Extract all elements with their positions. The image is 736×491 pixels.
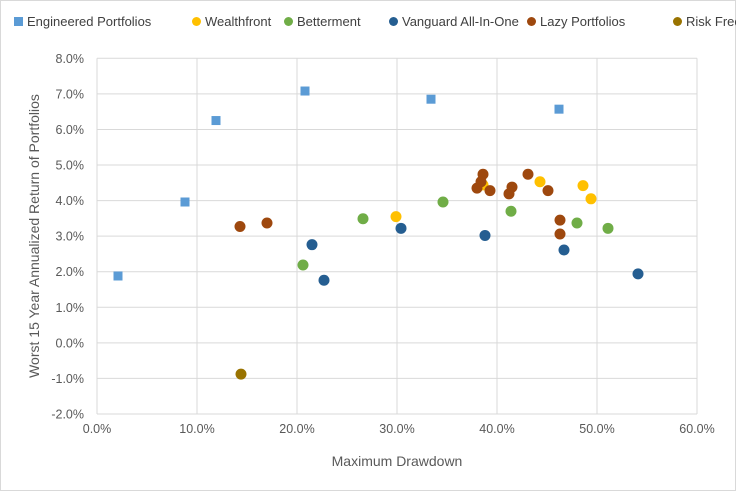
- data-point: [235, 368, 247, 380]
- data-point: [479, 229, 491, 241]
- data-point: [585, 193, 597, 205]
- x-tick-label: 60.0%: [679, 422, 714, 436]
- data-point: [554, 104, 564, 114]
- x-tick-label: 30.0%: [379, 422, 414, 436]
- data-point: [318, 274, 330, 286]
- legend-circle-marker: [673, 17, 682, 26]
- data-point: [211, 116, 221, 126]
- legend-item: Betterment: [284, 14, 361, 29]
- data-point: [577, 180, 589, 192]
- legend-label: Wealthfront: [205, 14, 272, 29]
- y-tick-label: -2.0%: [51, 408, 84, 422]
- legend-item: Wealthfront: [192, 14, 272, 29]
- y-tick-label: 1.0%: [56, 301, 85, 315]
- data-point: [558, 244, 570, 256]
- x-tick-label: 20.0%: [279, 422, 314, 436]
- data-point: [522, 168, 534, 180]
- legend-circle-marker: [192, 17, 201, 26]
- series-lazy-portfolios: [234, 168, 566, 240]
- data-point: [554, 214, 566, 226]
- data-point: [554, 228, 566, 240]
- series-risk-free: [235, 368, 247, 380]
- data-point: [357, 213, 369, 225]
- y-axis-label: Worst 15 Year Annualized Return of Portf…: [26, 94, 42, 378]
- legend-circle-marker: [527, 17, 536, 26]
- legend-circle-marker: [284, 17, 293, 26]
- data-point: [503, 188, 515, 200]
- x-axis-label: Maximum Drawdown: [332, 453, 463, 469]
- y-tick-label: 2.0%: [56, 265, 85, 279]
- legend-item: Engineered Portfolios: [14, 14, 152, 29]
- y-tick-label: 5.0%: [56, 159, 85, 173]
- data-point: [426, 94, 436, 104]
- y-tick-label: 3.0%: [56, 230, 85, 244]
- legend-label: Engineered Portfolios: [27, 14, 152, 29]
- x-tick-label: 50.0%: [579, 422, 614, 436]
- legend-item: Risk Free: [673, 14, 736, 29]
- y-tick-label: 8.0%: [56, 52, 85, 66]
- legend-item: Lazy Portfolios: [527, 14, 626, 29]
- legend-label: Lazy Portfolios: [540, 14, 626, 29]
- data-point: [571, 217, 583, 229]
- x-tick-label: 10.0%: [179, 422, 214, 436]
- data-point: [632, 268, 644, 280]
- data-point: [390, 211, 402, 223]
- data-point: [505, 205, 517, 217]
- series-wealthfront: [390, 176, 597, 223]
- y-tick-label: 0.0%: [56, 336, 85, 350]
- data-point: [395, 222, 407, 234]
- series-vanguard-all-in-one: [306, 222, 644, 286]
- data-point: [180, 197, 190, 207]
- data-point: [300, 86, 310, 96]
- y-tick-label: -1.0%: [51, 372, 84, 386]
- series-engineered-portfolios: [113, 86, 564, 281]
- data-point: [542, 185, 554, 197]
- x-tick-label: 40.0%: [479, 422, 514, 436]
- y-tick-label: 4.0%: [56, 194, 85, 208]
- data-point: [261, 217, 273, 229]
- data-point: [437, 196, 449, 208]
- legend-label: Risk Free: [686, 14, 736, 29]
- legend-item: Vanguard All-In-One: [389, 14, 519, 29]
- data-point: [484, 185, 496, 197]
- legend-square-marker: [14, 17, 23, 26]
- legend-circle-marker: [389, 17, 398, 26]
- legend: Engineered Portfolios Wealthfront Betterme…: [14, 14, 736, 29]
- data-point: [113, 271, 123, 281]
- legend-label: Vanguard All-In-One: [402, 14, 519, 29]
- y-tick-label: 6.0%: [56, 123, 85, 137]
- data-point: [471, 182, 483, 194]
- data-point: [297, 259, 309, 271]
- data-point: [534, 176, 546, 188]
- data-point: [602, 222, 614, 234]
- series-betterment: [297, 196, 614, 271]
- data-point: [306, 239, 318, 251]
- data-point: [234, 221, 246, 233]
- legend-label: Betterment: [297, 14, 361, 29]
- x-tick-label: 0.0%: [83, 422, 112, 436]
- y-tick-label: 7.0%: [56, 87, 85, 101]
